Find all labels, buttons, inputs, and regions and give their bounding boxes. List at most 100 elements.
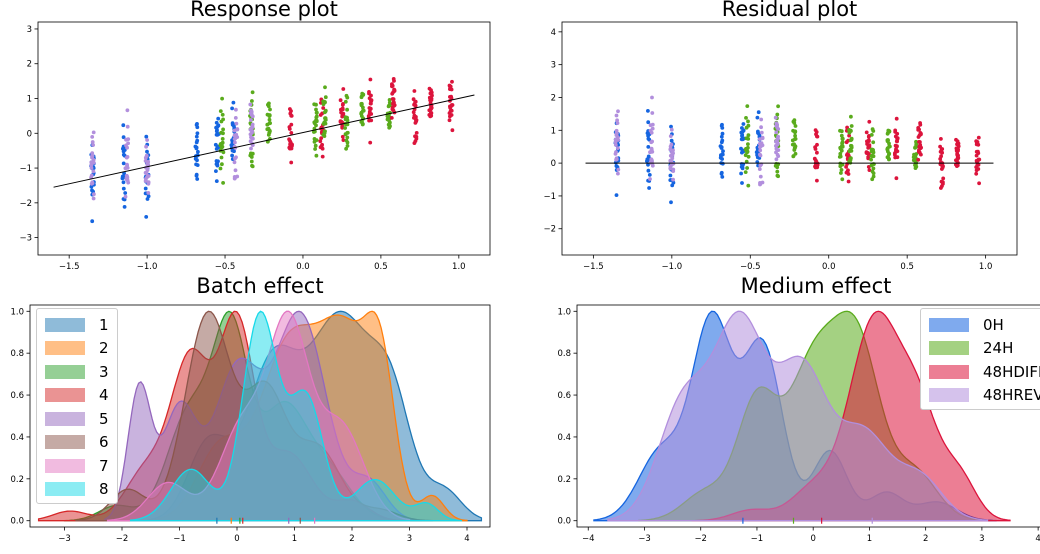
data-point <box>746 133 751 138</box>
data-point <box>359 102 364 106</box>
legend-item-batch-8: 8 <box>45 478 109 502</box>
data-point <box>339 107 343 112</box>
y-tick-label: 3 <box>551 61 556 71</box>
data-point <box>314 102 318 107</box>
density-8 <box>129 310 462 522</box>
data-point <box>368 107 373 112</box>
data-point <box>839 129 844 134</box>
x-tick-label: 1 <box>867 534 872 544</box>
data-point <box>218 143 223 148</box>
data-point <box>343 126 347 130</box>
data-point <box>864 150 869 155</box>
legend-item-48hdiff: 48HDIFF <box>929 360 1040 384</box>
data-point <box>90 151 95 156</box>
data-point <box>849 114 853 119</box>
data-point <box>214 125 219 130</box>
data-point <box>719 134 724 139</box>
response-plot-title: Response plot <box>190 0 338 21</box>
data-point <box>648 177 652 181</box>
x-tick-label: 0 <box>810 534 815 544</box>
data-point <box>775 141 780 146</box>
data-point <box>720 152 725 157</box>
legend-item-batch-6: 6 <box>45 431 109 455</box>
data-point <box>322 110 327 115</box>
data-point <box>194 172 199 177</box>
data-point <box>917 140 921 144</box>
data-point <box>318 139 323 144</box>
data-point <box>939 154 943 159</box>
data-point <box>871 129 876 133</box>
data-point <box>91 130 96 135</box>
y-tick-label: 4 <box>551 28 556 38</box>
data-point <box>720 126 725 130</box>
data-point <box>974 149 979 154</box>
data-point <box>125 145 129 150</box>
data-point <box>390 84 394 89</box>
data-point <box>649 140 654 145</box>
data-point <box>390 105 395 110</box>
data-point <box>411 97 416 102</box>
data-point <box>320 154 325 159</box>
data-point <box>314 123 318 128</box>
data-point <box>671 177 675 182</box>
data-point <box>650 122 655 127</box>
data-point <box>232 175 237 179</box>
data-point <box>913 155 917 159</box>
data-point <box>220 112 225 117</box>
data-point <box>774 146 779 151</box>
data-point <box>939 137 943 141</box>
data-point <box>216 116 221 121</box>
legend-swatch <box>929 364 969 379</box>
data-point <box>314 107 318 112</box>
data-point <box>614 133 619 138</box>
data-point <box>745 166 749 170</box>
data-point <box>719 145 724 150</box>
data-point <box>669 124 673 129</box>
data-point <box>287 127 292 131</box>
data-point <box>265 127 270 132</box>
data-point <box>321 102 326 107</box>
data-point <box>866 146 871 150</box>
data-point <box>740 181 744 185</box>
data-point <box>125 162 129 167</box>
data-point <box>448 109 453 113</box>
x-tick-label: −1.5 <box>59 262 80 272</box>
data-point <box>195 131 200 136</box>
data-point <box>793 133 797 138</box>
data-point <box>838 164 843 169</box>
batch-effect-title: Batch effect <box>196 274 324 298</box>
data-point <box>145 138 150 142</box>
data-point <box>250 114 255 119</box>
batch-legend: 1 2 3 4 5 6 7 8 <box>36 308 118 504</box>
data-point <box>774 121 779 126</box>
data-point <box>124 166 128 170</box>
data-point <box>414 131 419 135</box>
legend-item-0h: 0H <box>929 313 1040 337</box>
data-point <box>340 103 345 107</box>
data-point <box>776 127 781 131</box>
data-point <box>839 171 843 175</box>
legend-swatch <box>45 435 85 450</box>
data-point <box>867 168 872 173</box>
data-point <box>289 113 294 118</box>
data-point <box>126 141 130 146</box>
data-point <box>145 168 150 173</box>
data-point <box>746 154 751 159</box>
data-point <box>322 134 327 139</box>
data-point <box>913 163 917 168</box>
data-point <box>954 146 959 151</box>
medium-effect-title: Medium effect <box>740 274 892 298</box>
y-tick-label: 2 <box>551 93 556 103</box>
data-point <box>721 149 725 154</box>
data-point <box>360 120 364 124</box>
data-point <box>387 100 392 105</box>
data-point <box>615 146 620 151</box>
legend-label: 48HDIFF <box>983 362 1040 381</box>
data-point <box>320 142 324 147</box>
data-point <box>757 137 762 142</box>
legend-swatch <box>45 411 85 426</box>
data-point <box>214 132 219 137</box>
data-point <box>91 196 96 201</box>
plot-frame <box>561 21 1018 256</box>
residual-plot-panel: Residual plot −1.5 −1.0 −0.5 0.0 0.5 1.0 −2 −1 0… <box>520 0 1040 275</box>
